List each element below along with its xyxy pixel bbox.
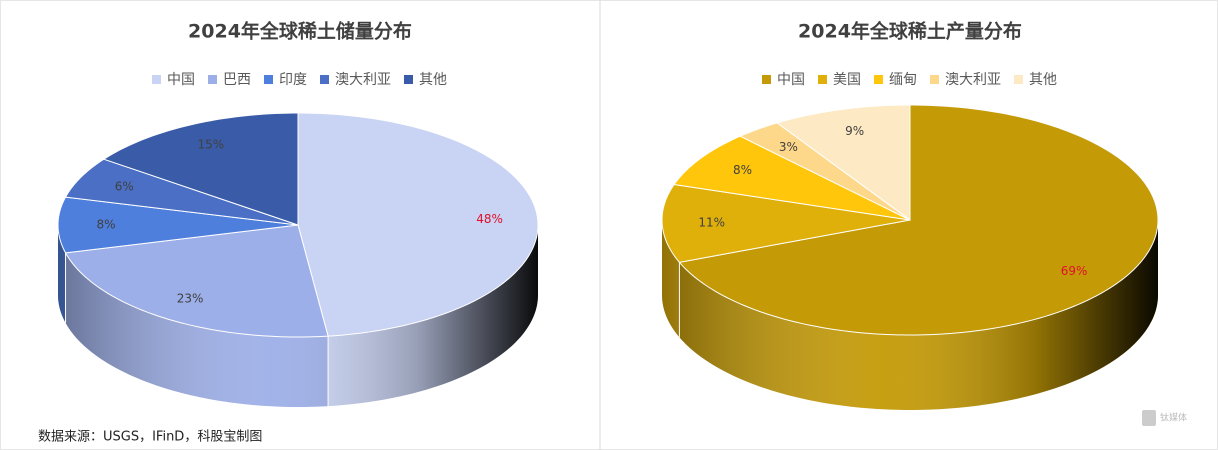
legend-label: 中国 (167, 72, 195, 88)
slice (775, 104, 911, 221)
slice (739, 122, 911, 221)
slice (57, 196, 299, 254)
chart-title: 2024年全球稀土产量分布 (798, 20, 1022, 43)
legend-label: 印度 (279, 72, 307, 88)
legend-label: 巴西 (223, 72, 251, 88)
legend-swatch (1014, 75, 1023, 84)
legend-swatch (874, 75, 883, 84)
side-shade (662, 220, 1158, 410)
legend-swatch (404, 75, 413, 84)
legend-swatch (930, 75, 939, 84)
legend-label: 中国 (777, 72, 805, 88)
legend-label: 缅甸 (889, 72, 917, 88)
slice (673, 135, 911, 221)
watermark: 钛媒体 (1160, 412, 1187, 424)
legend-label: 澳大利亚 (335, 72, 391, 88)
legend-swatch (818, 75, 827, 84)
slice (64, 224, 329, 338)
slice (102, 112, 299, 226)
legend-swatch (320, 75, 329, 84)
data-label: 11% (698, 215, 725, 229)
data-label: 69% (1061, 264, 1088, 278)
slice (678, 104, 1159, 336)
side-shade (58, 225, 538, 407)
data-label: 8% (733, 163, 752, 177)
sides (58, 225, 538, 407)
source: 数据来源：USGS，IFinD，科股宝制图 (38, 430, 262, 445)
legend-label: 澳大利亚 (945, 72, 1001, 88)
legend-swatch (264, 75, 273, 84)
watermark-logo (1142, 410, 1156, 426)
data-label: 6% (115, 179, 134, 193)
data-label: 8% (96, 218, 115, 232)
legend-label: 美国 (833, 72, 861, 88)
slice (297, 112, 539, 337)
legend-swatch (152, 75, 161, 84)
legend-label: 其他 (419, 72, 447, 88)
legend-label: 其他 (1029, 72, 1057, 88)
data-label: 15% (197, 138, 224, 152)
sides (662, 220, 1158, 410)
chart-title: 2024年全球稀土储量分布 (188, 20, 412, 43)
slice (661, 183, 911, 263)
data-label: 9% (845, 124, 864, 138)
legend-swatch (208, 75, 217, 84)
legend-swatch (762, 75, 771, 84)
data-label: 3% (779, 140, 798, 154)
data-label: 48% (476, 212, 503, 226)
data-label: 23% (177, 292, 204, 306)
slice (64, 158, 299, 226)
